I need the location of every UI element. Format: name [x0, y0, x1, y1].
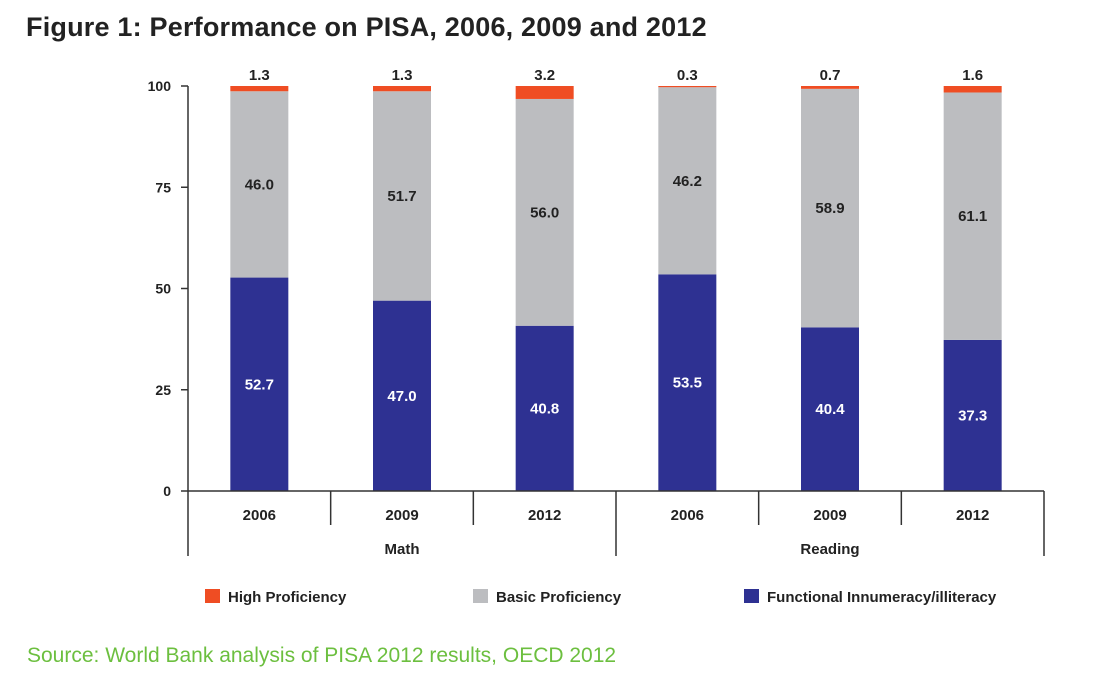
- bar-segment-high: [515, 86, 574, 99]
- data-label-functional: 40.8: [530, 400, 559, 417]
- stacked-bar-chart: 0 25 50 75 100 52.7 46.0 1.3 47.0 51.7 1.3 40.8 56.…: [148, 67, 1045, 606]
- legend-item: High Proficiency: [205, 589, 347, 606]
- x-group-label: Math: [385, 541, 420, 558]
- legend-label: High Proficiency: [228, 589, 347, 606]
- bar-segment-high: [373, 86, 431, 92]
- data-label-high: 1.3: [392, 67, 413, 84]
- legend-swatch: [205, 589, 220, 603]
- data-label-high: 0.3: [677, 67, 698, 84]
- x-category-label: 2012: [528, 507, 561, 524]
- data-labels: 52.7 46.0 1.3 47.0 51.7 1.3 40.8 56.0 3.2 53.5 46.…: [245, 67, 988, 424]
- legend-swatch: [744, 589, 759, 603]
- bar-segment-high: [658, 86, 717, 88]
- bar-segment-basic: [515, 98, 574, 326]
- bar-segment-high: [230, 86, 289, 92]
- x-axis: 2006 2009 2012 2006 2009 2012 Math Reading: [187, 490, 1045, 558]
- data-label-basic: 46.0: [245, 176, 274, 193]
- bar-segment-functional: [373, 300, 431, 491]
- source-note: Source: World Bank analysis of PISA 2012…: [27, 644, 617, 667]
- x-category-label: 2012: [956, 507, 989, 524]
- bar-segment-functional: [943, 339, 1002, 491]
- y-tick-label: 25: [155, 382, 171, 398]
- bar-segment-high: [801, 86, 859, 89]
- legend-label: Basic Proficiency: [496, 589, 622, 606]
- legend: High Proficiency Basic Proficiency Functio…: [205, 589, 997, 606]
- data-label-functional: 40.4: [815, 401, 845, 418]
- bar-segment-basic: [230, 91, 289, 278]
- bar-segment-basic: [373, 91, 431, 301]
- legend-item: Functional Innumeracy/illiteracy: [744, 589, 997, 606]
- legend-label: Functional Innumeracy/illiteracy: [767, 589, 997, 606]
- data-label-high: 1.3: [249, 67, 270, 84]
- y-tick-label: 50: [155, 281, 171, 297]
- y-axis: 0 25 50 75 100: [148, 78, 189, 499]
- data-label-basic: 58.9: [815, 200, 844, 217]
- x-category-label: 2009: [813, 507, 846, 524]
- data-label-basic: 46.2: [673, 173, 702, 190]
- bar-segment-basic: [801, 88, 859, 328]
- data-label-basic: 51.7: [387, 188, 416, 205]
- data-label-basic: 56.0: [530, 204, 559, 221]
- data-label-functional: 52.7: [245, 376, 274, 393]
- data-label-basic: 61.1: [958, 208, 987, 225]
- x-category-label: 2009: [385, 507, 418, 524]
- y-tick-label: 0: [163, 483, 171, 499]
- x-group-label: Reading: [800, 541, 859, 558]
- bar-segment-high: [943, 86, 1002, 93]
- y-tick-label: 100: [148, 78, 172, 94]
- bar-segment-functional: [801, 327, 859, 491]
- x-category-label: 2006: [671, 507, 704, 524]
- bar-segment-basic: [943, 92, 1002, 340]
- data-label-high: 0.7: [820, 67, 841, 84]
- legend-item: Basic Proficiency: [473, 589, 622, 606]
- bar-segment-functional: [658, 274, 717, 491]
- data-label-functional: 37.3: [958, 407, 987, 424]
- data-label-high: 3.2: [534, 67, 555, 84]
- data-label-high: 1.6: [962, 67, 983, 84]
- chart-title: Figure 1: Performance on PISA, 2006, 200…: [26, 12, 707, 42]
- bar-segment-functional: [230, 277, 289, 491]
- y-tick-label: 75: [155, 179, 171, 195]
- x-category-label: 2006: [243, 507, 276, 524]
- data-label-functional: 53.5: [673, 375, 702, 392]
- data-label-functional: 47.0: [387, 388, 416, 405]
- bar-segment-functional: [515, 325, 574, 491]
- bars: [230, 86, 1002, 491]
- bar-segment-basic: [658, 87, 717, 275]
- legend-swatch: [473, 589, 488, 603]
